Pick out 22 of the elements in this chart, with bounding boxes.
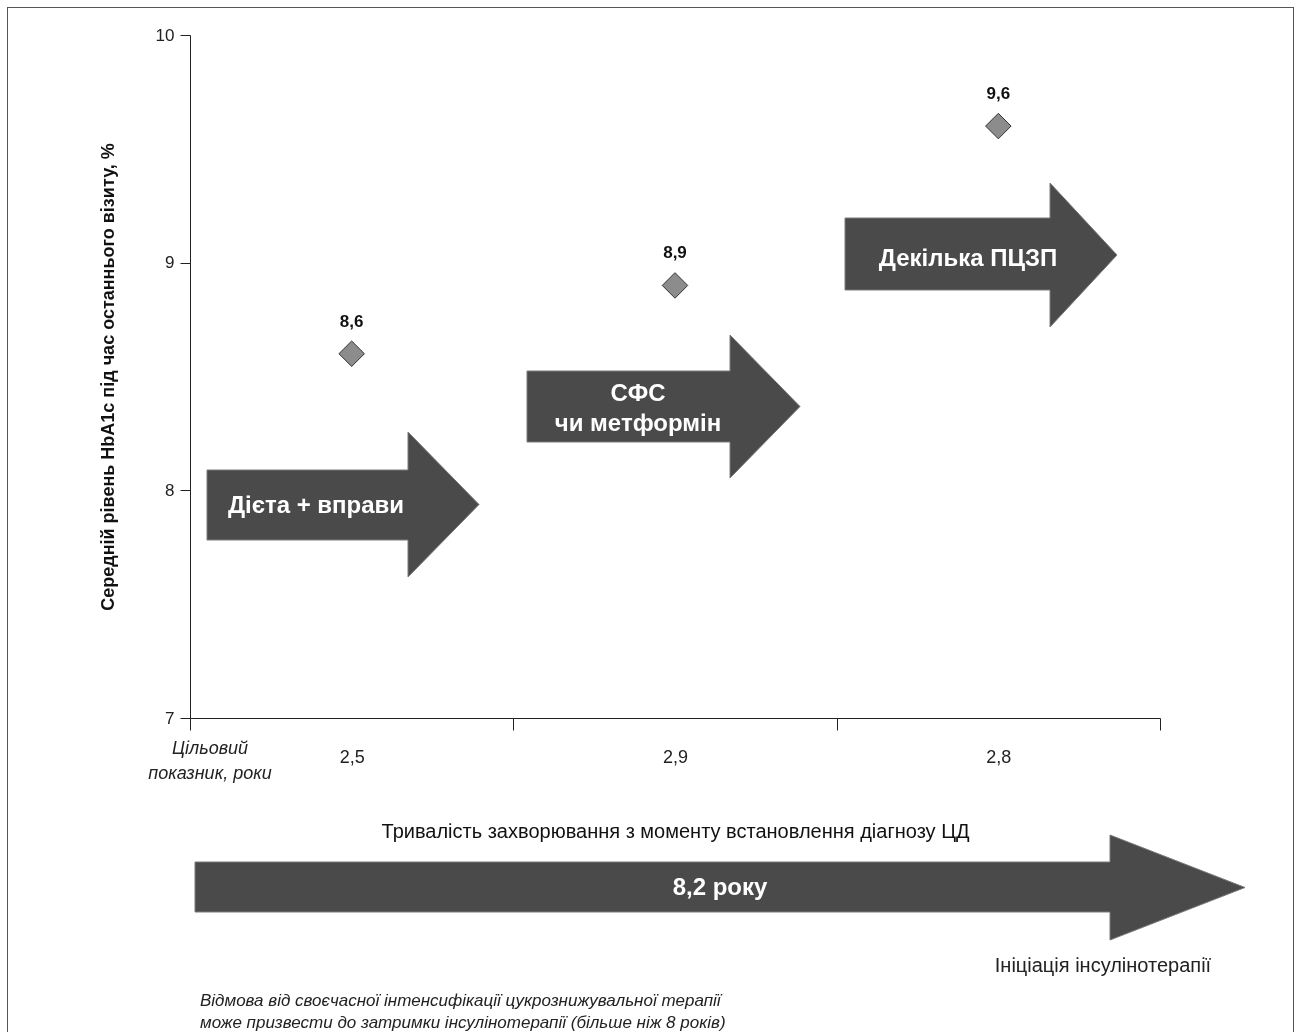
text: Відмова від своєчасної інтенсифікації цукрознижувальної терапії може призвести до затримки інсулінотерапії (більше ніж 8 років) (200, 990, 726, 1032)
point (338, 340, 365, 367)
point (985, 112, 1012, 140)
text: Цільовий показник, роки (148, 737, 272, 783)
annotation: Дієта + вправи (227, 490, 405, 518)
annotation: Декілька ПЦЗП (878, 243, 1058, 271)
annotation: СФС чи метформін (554, 378, 722, 436)
y-tick-label: 8 (165, 480, 175, 500)
data-label: 9,6 (986, 84, 1011, 104)
point (661, 272, 689, 299)
x-tick-label: 2,5 (339, 746, 365, 767)
x-tick-label: 2,9 (662, 746, 689, 767)
y-tick-label: 10 (155, 25, 175, 45)
text: 8,2 року (672, 872, 768, 900)
y-tick-label: 7 (165, 708, 175, 728)
y-axis-title: Середній рівень HbA1c під час останнього візиту, % (97, 143, 118, 611)
data-label: 8,6 (339, 311, 364, 331)
x-tick-label: 2,8 (986, 746, 1012, 767)
text: Ініціація інсулінотерапії (994, 954, 1212, 976)
x-axis-title: Тривалість захворювання з моменту встановлення діагнозу ЦД (381, 819, 970, 842)
y-tick-label: 9 (165, 253, 175, 273)
data-label: 8,9 (663, 243, 687, 263)
